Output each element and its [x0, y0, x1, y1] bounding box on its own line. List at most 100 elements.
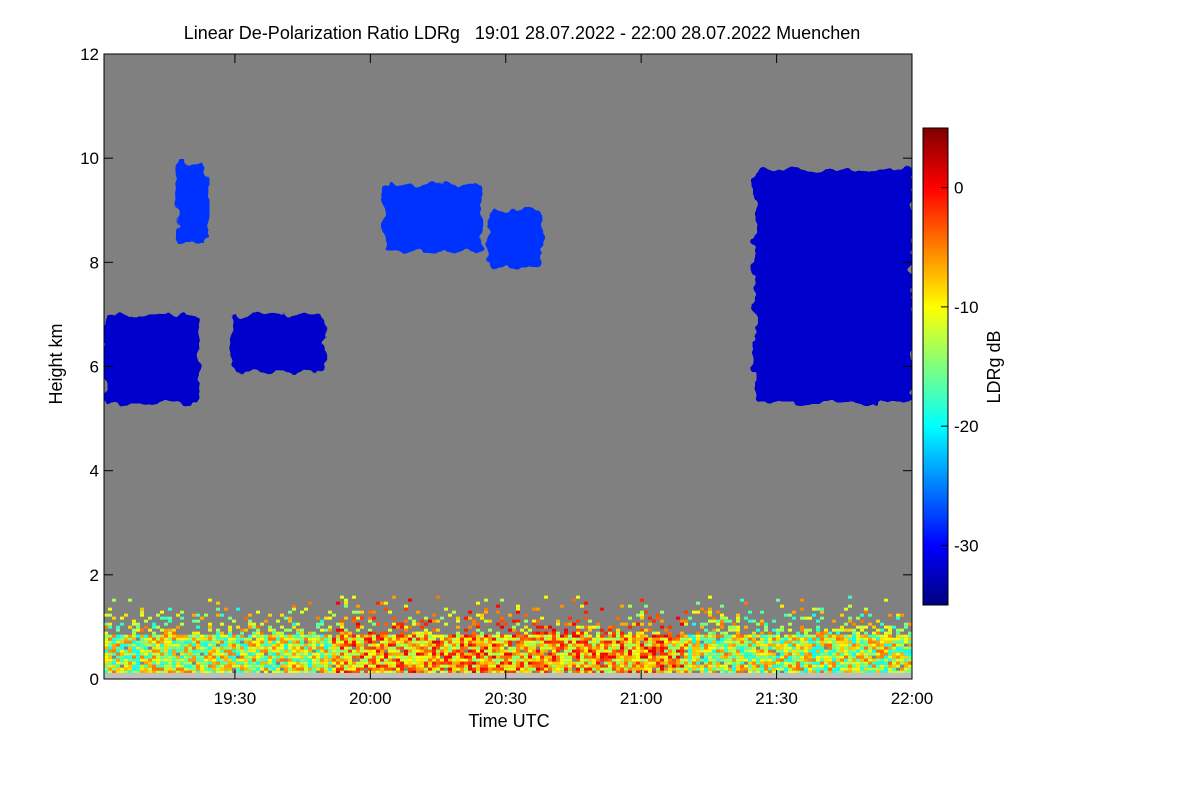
bl-pixel — [544, 643, 548, 647]
bl-pixel — [164, 652, 168, 656]
bl-pixel — [540, 655, 544, 659]
bl-pixel — [380, 640, 384, 644]
bl-pixel — [512, 634, 516, 638]
bl-pixel — [844, 658, 848, 662]
bl-pixel — [512, 649, 516, 653]
bl-pixel — [268, 640, 272, 644]
bl-pixel — [696, 610, 700, 614]
bl-pixel — [552, 643, 556, 647]
bl-pixel — [856, 652, 860, 656]
bl-pixel — [868, 622, 872, 626]
colorbar — [922, 127, 949, 606]
bl-pixel — [628, 658, 632, 662]
bl-pixel — [876, 655, 880, 659]
bl-pixel — [796, 655, 800, 659]
bl-pixel — [316, 661, 320, 665]
bl-pixel — [868, 613, 872, 617]
bl-pixel — [748, 661, 752, 665]
bl-pixel — [328, 643, 332, 647]
bl-pixel — [316, 652, 320, 656]
bl-pixel — [808, 616, 812, 620]
bl-pixel — [156, 643, 160, 647]
bl-pixel — [840, 643, 844, 647]
bl-pixel — [288, 664, 292, 668]
bl-pixel — [204, 643, 208, 647]
bl-pixel — [164, 631, 168, 635]
bl-pixel — [812, 667, 816, 671]
bl-pixel — [164, 622, 168, 626]
bl-pixel — [468, 658, 472, 662]
bl-pixel — [720, 652, 724, 656]
bl-pixel — [728, 649, 732, 653]
bl-pixel — [304, 607, 308, 611]
bl-pixel — [876, 664, 880, 668]
bl-pixel — [368, 628, 372, 632]
bl-pixel — [824, 664, 828, 668]
bl-pixel — [784, 637, 788, 641]
bl-pixel — [836, 631, 840, 635]
bl-pixel — [576, 643, 580, 647]
bl-pixel — [600, 667, 604, 671]
bl-pixel — [260, 661, 264, 665]
bl-pixel — [484, 619, 488, 623]
bl-pixel — [480, 661, 484, 665]
bl-pixel — [564, 658, 568, 662]
bl-pixel — [568, 634, 572, 638]
bl-pixel — [376, 646, 380, 650]
bl-pixel — [808, 664, 812, 668]
bl-pixel — [680, 649, 684, 653]
bl-pixel — [804, 670, 808, 674]
bl-pixel — [592, 667, 596, 671]
bl-pixel — [504, 634, 508, 638]
bl-pixel — [732, 658, 736, 662]
bl-pixel — [240, 643, 244, 647]
bl-pixel — [880, 649, 884, 653]
bl-pixel — [892, 637, 896, 641]
bl-pixel — [128, 655, 132, 659]
bl-pixel — [560, 655, 564, 659]
bl-pixel — [704, 652, 708, 656]
bl-pixel — [824, 649, 828, 653]
bl-pixel — [488, 664, 492, 668]
bl-pixel — [444, 670, 448, 674]
bl-pixel — [576, 637, 580, 641]
bl-pixel — [816, 628, 820, 632]
bl-pixel — [792, 649, 796, 653]
bl-pixel — [300, 631, 304, 635]
bl-pixel — [248, 658, 252, 662]
bl-pixel — [768, 649, 772, 653]
bl-pixel — [360, 610, 364, 614]
bl-pixel — [352, 637, 356, 641]
bl-pixel — [664, 658, 668, 662]
bl-pixel — [596, 667, 600, 671]
bl-pixel — [116, 625, 120, 629]
bl-pixel — [884, 664, 888, 668]
bl-pixel — [108, 637, 112, 641]
bl-pixel — [176, 643, 180, 647]
bl-pixel — [340, 652, 344, 656]
bl-pixel — [540, 625, 544, 629]
bl-pixel — [836, 628, 840, 632]
bl-pixel — [788, 667, 792, 671]
bl-pixel — [268, 637, 272, 641]
bl-pixel — [440, 646, 444, 650]
bl-pixel — [308, 667, 312, 671]
bl-pixel — [604, 670, 608, 674]
bl-pixel — [280, 634, 284, 638]
bl-pixel — [456, 631, 460, 635]
bl-pixel — [496, 640, 500, 644]
bl-pixel — [652, 640, 656, 644]
bl-pixel — [672, 643, 676, 647]
bl-pixel — [176, 664, 180, 668]
bl-pixel — [208, 640, 212, 644]
bl-pixel — [328, 664, 332, 668]
bl-pixel — [280, 625, 284, 629]
bl-pixel — [232, 655, 236, 659]
bl-pixel — [744, 640, 748, 644]
bl-pixel — [244, 646, 248, 650]
bl-pixel — [532, 631, 536, 635]
region-cirrus-upper-1 — [176, 163, 208, 242]
bl-pixel — [844, 622, 848, 626]
bl-pixel — [376, 643, 380, 647]
bl-pixel — [448, 613, 452, 617]
